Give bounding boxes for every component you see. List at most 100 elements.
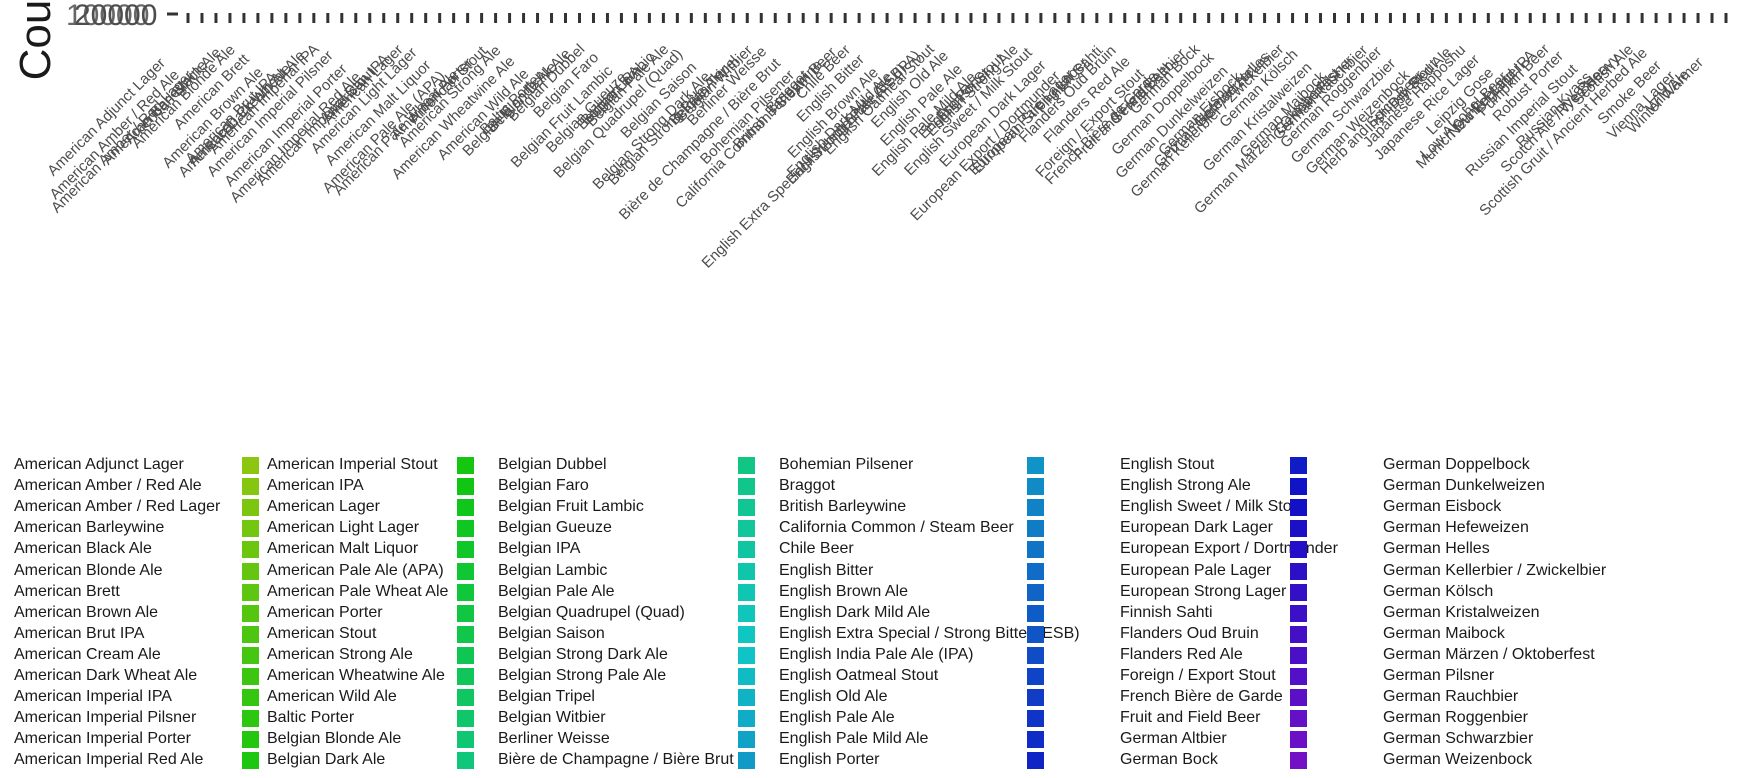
legend-item: German Dunkelweizen: [1383, 476, 1753, 496]
legend-swatch: [1027, 478, 1044, 496]
legend-label: American Imperial Red Ale: [14, 751, 204, 769]
legend-swatch: [457, 689, 474, 707]
legend-swatch: [1027, 731, 1044, 749]
legend-item: English India Pale Ale (IPA): [779, 645, 1149, 665]
legend-swatch: [242, 710, 259, 728]
legend-swatch: [457, 604, 474, 622]
legend-label: German Bock: [1120, 751, 1218, 769]
legend-item: French Bière de Garde: [1120, 687, 1490, 707]
legend-swatch: [457, 499, 474, 517]
legend-item: Belgian Witbier: [498, 708, 868, 728]
legend-label: Belgian Fruit Lambic: [498, 498, 644, 516]
x-tick-label: American Amber / Red Ale: [46, 67, 182, 203]
legend-label: English Oatmeal Stout: [779, 667, 939, 684]
legend-label: American Lager: [267, 498, 380, 516]
legend-item: American Porter: [267, 603, 637, 623]
legend-label: Belgian IPA: [498, 540, 581, 558]
legend-label: American Pale Ale (APA): [267, 561, 444, 579]
legend-swatch: [457, 583, 474, 601]
legend-swatch: [457, 478, 474, 496]
legend-label: Belgian Faro: [498, 477, 589, 495]
legend-label: American Imperial Stout: [267, 456, 438, 473]
legend-item: American Strong Ale: [267, 645, 637, 665]
legend-item: Belgian Tripel: [498, 687, 868, 707]
legend-item: Belgian Gueuze: [498, 518, 868, 538]
legend-swatch: [1027, 499, 1044, 517]
legend-label: German Doppelbock: [1383, 456, 1530, 473]
legend-label: Belgian Blonde Ale: [267, 730, 402, 748]
legend-item: Belgian Saison: [498, 624, 868, 644]
legend-swatch: [457, 625, 474, 643]
legend-swatch: [242, 625, 259, 643]
legend-swatch: [1290, 604, 1307, 622]
legend-item: American Stout: [267, 624, 637, 644]
legend-swatch: [457, 562, 474, 580]
legend-item: American Wheatwine Ale: [267, 666, 637, 686]
legend-label: California Common / Steam Beer: [779, 519, 1014, 537]
legend-item: German Hefeweizen: [1383, 518, 1753, 538]
legend-item: English Extra Special / Strong Bitter (E…: [779, 624, 1149, 644]
legend-swatch: [1290, 710, 1307, 728]
legend-swatch: [1290, 625, 1307, 643]
legend-item: English Oatmeal Stout: [779, 666, 1149, 686]
legend-label: German Altbier: [1120, 730, 1227, 748]
legend-swatch: [1027, 583, 1044, 601]
legend-label: Belgian Dubbel: [498, 456, 607, 473]
legend-swatch: [1290, 457, 1307, 474]
legend-item: English Porter: [779, 750, 1149, 770]
legend-swatch: [242, 499, 259, 517]
legend-swatch: [1290, 689, 1307, 707]
legend-swatch: [457, 752, 474, 770]
legend-label: American Dark Wheat Ale: [14, 667, 198, 684]
legend-item: Belgian Faro: [498, 476, 868, 496]
legend-item: European Strong Lager: [1120, 582, 1490, 602]
legend-label: Braggot: [779, 477, 836, 495]
legend-swatch: [738, 689, 755, 707]
legend-item: Bohemian Pilsener: [779, 455, 1149, 475]
legend-label: American Pale Wheat Ale: [267, 582, 449, 600]
legend-swatch: [1290, 541, 1307, 559]
legend-label: American Porter: [267, 603, 383, 621]
legend-item: American Dark Wheat Ale: [14, 666, 384, 686]
legend-label: American Stout: [267, 624, 377, 642]
legend-label: Belgian Gueuze: [498, 519, 612, 537]
legend-label: German Helles: [1383, 540, 1490, 558]
legend-item: Belgian IPA: [498, 539, 868, 559]
legend-label: American Light Lager: [267, 519, 420, 537]
legend-swatch: [1290, 731, 1307, 749]
legend-label: English Sweet / Milk Stout: [1120, 498, 1305, 516]
legend-label: British Barleywine: [779, 498, 907, 516]
legend-swatch: [1027, 457, 1044, 474]
legend-item: Bière de Champagne / Bière Brut: [498, 750, 868, 770]
legend-swatch: [738, 668, 755, 685]
legend-label: American Black Ale: [14, 540, 152, 558]
legend-label: Chile Beer: [779, 540, 854, 558]
legend-swatch: [242, 457, 259, 474]
legend-label: Belgian Witbier: [498, 709, 606, 727]
legend-item: English Dark Mild Ale: [779, 603, 1149, 623]
legend-item: American Imperial Pilsner: [14, 708, 384, 728]
legend-swatch: [242, 689, 259, 707]
legend-swatch: [738, 457, 755, 474]
y-tick-label: 20000: [74, 0, 157, 32]
legend-item: English Strong Ale: [1120, 476, 1490, 496]
legend-swatch: [457, 646, 474, 664]
legend-label: Belgian Lambic: [498, 561, 608, 579]
legend-item: European Pale Lager: [1120, 561, 1490, 581]
legend-label: European Strong Lager: [1120, 582, 1287, 600]
legend-item: German Helles: [1383, 539, 1753, 559]
legend-item: German Altbier: [1120, 729, 1490, 749]
legend-item: American IPA: [267, 476, 637, 496]
legend-label: Baltic Porter: [267, 709, 355, 727]
legend-item: Belgian Dubbel: [498, 455, 868, 475]
legend-label: American Malt Liquor: [267, 540, 419, 558]
legend-swatch: [738, 604, 755, 622]
legend-item: European Dark Lager: [1120, 518, 1490, 538]
legend-swatch: [738, 646, 755, 664]
legend-label: American Imperial Pilsner: [14, 709, 197, 727]
legend-swatch: [242, 731, 259, 749]
legend-swatch: [1027, 710, 1044, 728]
legend-item: American Brett: [14, 582, 384, 602]
y-axis-label: Cou: [11, 0, 60, 80]
